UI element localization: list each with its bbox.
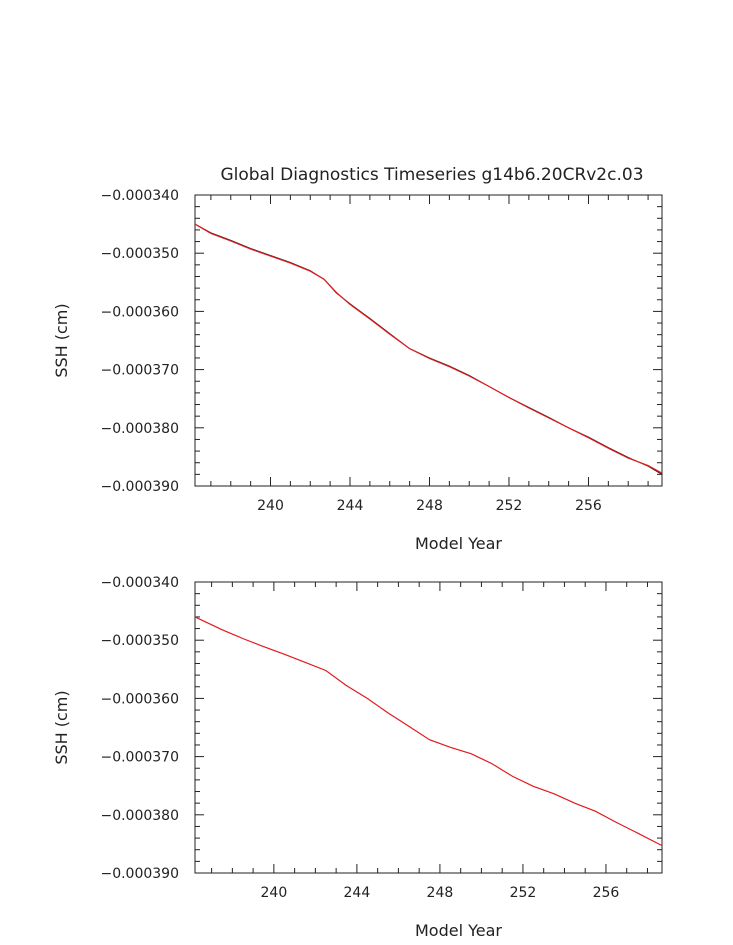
series-line-1 bbox=[194, 223, 663, 474]
top-panel: 240 244 248 252 256 −0.000340 −0.000350 −0.0003… bbox=[52, 188, 663, 553]
y-axis-title: SSH (cm) bbox=[52, 303, 71, 377]
y-tick-label: −0.000370 bbox=[100, 750, 179, 766]
x-tick-label: 240 bbox=[257, 498, 284, 514]
series-line-0 bbox=[194, 223, 663, 475]
y-tick-label: −0.000360 bbox=[100, 304, 179, 320]
x-tick-label: 240 bbox=[261, 885, 288, 901]
y-axis-title: SSH (cm) bbox=[52, 690, 71, 764]
x-axis-title: Model Year bbox=[415, 534, 502, 553]
plot-frame-0 bbox=[194, 194, 663, 487]
x-tick-label: 256 bbox=[575, 498, 602, 514]
y-tick-label: −0.000380 bbox=[100, 808, 179, 824]
x-tick-label: 256 bbox=[593, 885, 620, 901]
x-tick-label: 244 bbox=[337, 498, 364, 514]
x-tick-label: 252 bbox=[510, 885, 537, 901]
x-axis-title: Model Year bbox=[415, 921, 502, 940]
y-tick-label: −0.000390 bbox=[100, 866, 179, 882]
plot-frame-1 bbox=[194, 581, 663, 874]
x-tick-label: 248 bbox=[416, 498, 443, 514]
bottom-panel: 240 244 248 252 256 −0.000340 −0.000350 −0.0003… bbox=[52, 575, 663, 940]
x-tick-label: 252 bbox=[496, 498, 523, 514]
y-tick-label: −0.000350 bbox=[100, 633, 179, 649]
y-tick-label: −0.000370 bbox=[100, 363, 179, 379]
y-tick-label: −0.000350 bbox=[100, 246, 179, 262]
y-tick-label: −0.000340 bbox=[100, 188, 179, 204]
y-tick-label: −0.000380 bbox=[100, 421, 179, 437]
chart-title: Global Diagnostics Timeseries g14b6.20CR… bbox=[220, 165, 643, 185]
y-tick-label: −0.000360 bbox=[100, 691, 179, 707]
y-tick-label: −0.000340 bbox=[100, 575, 179, 591]
series-line-0 bbox=[194, 616, 663, 847]
x-tick-label: 244 bbox=[344, 885, 371, 901]
x-tick-label: 248 bbox=[427, 885, 454, 901]
y-tick-label: −0.000390 bbox=[100, 479, 179, 495]
